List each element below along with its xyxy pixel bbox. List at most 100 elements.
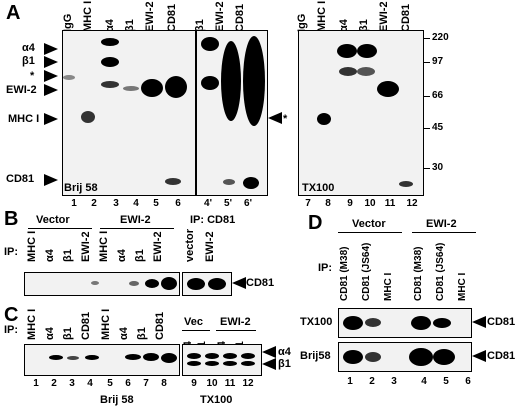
- group-label-ewi2: EWI-2: [120, 214, 151, 226]
- lane-number: 8: [325, 198, 331, 209]
- arrow-right-icon: [44, 174, 58, 186]
- lane-label: MHC I: [98, 230, 110, 262]
- lane-label: β1: [62, 327, 74, 340]
- lane-label: α4: [118, 327, 130, 340]
- group-label-vec: Vec: [184, 316, 203, 328]
- mw-marker: 97: [432, 56, 444, 67]
- lane-label: α4: [116, 249, 128, 262]
- lane-label: EWI-2: [144, 1, 156, 32]
- lane-label: EWI-2: [214, 1, 226, 32]
- lane-number: 10: [364, 198, 376, 209]
- marker-label-star: *: [30, 70, 35, 82]
- blot-a-left: [62, 30, 196, 196]
- lane-number: 7: [143, 378, 149, 389]
- lane-label: β1: [62, 249, 74, 262]
- lane-label: CD81 (JS64): [361, 242, 372, 301]
- marker-label-cd81: CD81: [487, 316, 516, 328]
- lane-number: 6: [175, 198, 181, 209]
- lane-number: 11: [224, 378, 236, 389]
- panel-d-letter: D: [308, 212, 323, 234]
- lane-number: 2: [51, 378, 57, 389]
- lane-label: β1: [134, 249, 146, 262]
- marker-label-cd81: CD81: [246, 277, 275, 289]
- lane-label: α4: [44, 327, 56, 340]
- panel-a-letter: A: [6, 2, 21, 24]
- arrow-left-icon: [472, 350, 486, 362]
- marker-label-cd81: CD81: [6, 173, 35, 185]
- group-label-ewi2: EWI-2: [426, 218, 457, 230]
- arrow-right-icon: [44, 43, 58, 55]
- lane-label: MHC I: [383, 272, 394, 301]
- lane-label: EWI-2: [378, 1, 390, 32]
- detergent-label: TX100: [200, 394, 233, 406]
- lane-label: α4: [44, 249, 56, 262]
- blot-d-tx100: [338, 308, 472, 338]
- ip-label: IP:: [4, 324, 19, 336]
- arrow-left-icon: [268, 112, 282, 124]
- lane-number: 10: [206, 378, 218, 389]
- mw-marker: 30: [432, 162, 444, 173]
- lane-label: MHC I: [316, 0, 328, 32]
- lane-number: 2: [369, 376, 375, 387]
- lane-label: CD81: [234, 3, 246, 32]
- group-label-vector: Vector: [36, 214, 70, 226]
- arrow-right-icon: [44, 113, 58, 125]
- lane-label: vector: [184, 228, 196, 262]
- panel-c-letter: C: [4, 304, 19, 326]
- detergent-label: Brij 58: [64, 182, 98, 194]
- lane-label: MHC I: [26, 308, 38, 340]
- lane-label: EWI-2: [80, 231, 92, 262]
- marker-label-alpha4: α4: [22, 42, 35, 54]
- marker-label-star-mid: *: [283, 113, 288, 125]
- blot-d-brij58: [338, 342, 472, 372]
- mw-marker: 220: [432, 32, 449, 43]
- lane-label: CD81 (M38): [339, 246, 350, 301]
- lane-number: 6: [465, 376, 471, 387]
- lane-number: 1: [347, 376, 353, 387]
- lane-label: CD81 (JS64): [435, 242, 446, 301]
- panel-b-letter: B: [4, 208, 19, 230]
- lane-label: MHC I: [457, 272, 468, 301]
- marker-label-beta1: β1: [278, 358, 291, 370]
- lane-label: EWI-2: [204, 231, 216, 262]
- blot-c-left: [24, 344, 180, 376]
- ip-label: IP:: [318, 262, 333, 274]
- marker-label-ewi2: EWI-2: [6, 84, 37, 96]
- lane-label: EWI-2: [152, 231, 164, 262]
- lane-label: MHC I: [82, 0, 94, 32]
- lane-number: 5': [224, 198, 232, 209]
- marker-label-beta1: β1: [22, 55, 35, 67]
- lane-label: MHC I: [100, 308, 112, 340]
- lane-number: 3: [113, 198, 119, 209]
- lane-number: 6': [244, 198, 252, 209]
- arrow-left-icon: [262, 346, 276, 358]
- arrow-right-icon: [44, 84, 58, 96]
- lane-number: 3: [69, 378, 75, 389]
- lane-number: 3: [391, 376, 397, 387]
- lane-number: 5: [107, 378, 113, 389]
- lane-number: 11: [384, 198, 396, 209]
- lane-number: 7: [305, 198, 311, 209]
- marker-label-mhc: MHC I: [8, 113, 40, 125]
- lane-label: MHC I: [26, 230, 38, 262]
- group-label-ipcd81: IP: CD81: [190, 214, 236, 226]
- arrow-right-icon: [44, 56, 58, 68]
- lane-label: β1: [136, 327, 148, 340]
- lane-number: 5: [153, 198, 159, 209]
- lane-number: 9: [347, 198, 353, 209]
- lane-label: CD81: [154, 311, 166, 340]
- group-label-ewi2: EWI-2: [220, 316, 251, 328]
- lane-number: 5: [443, 376, 449, 387]
- blot-a-mid: [196, 30, 268, 196]
- lane-number: 4': [204, 198, 212, 209]
- lane-label: CD81 (M38): [413, 246, 424, 301]
- lane-number: 1: [33, 378, 39, 389]
- mw-marker: 66: [432, 90, 444, 101]
- row-label-tx100: TX100: [300, 316, 333, 328]
- lane-number: 2: [91, 198, 97, 209]
- arrow-left-icon: [232, 277, 246, 289]
- row-label-brij58: Brij58: [300, 350, 331, 362]
- blot-c-right: [182, 344, 262, 376]
- lane-label: CD81: [166, 3, 178, 32]
- lane-number: 6: [125, 378, 131, 389]
